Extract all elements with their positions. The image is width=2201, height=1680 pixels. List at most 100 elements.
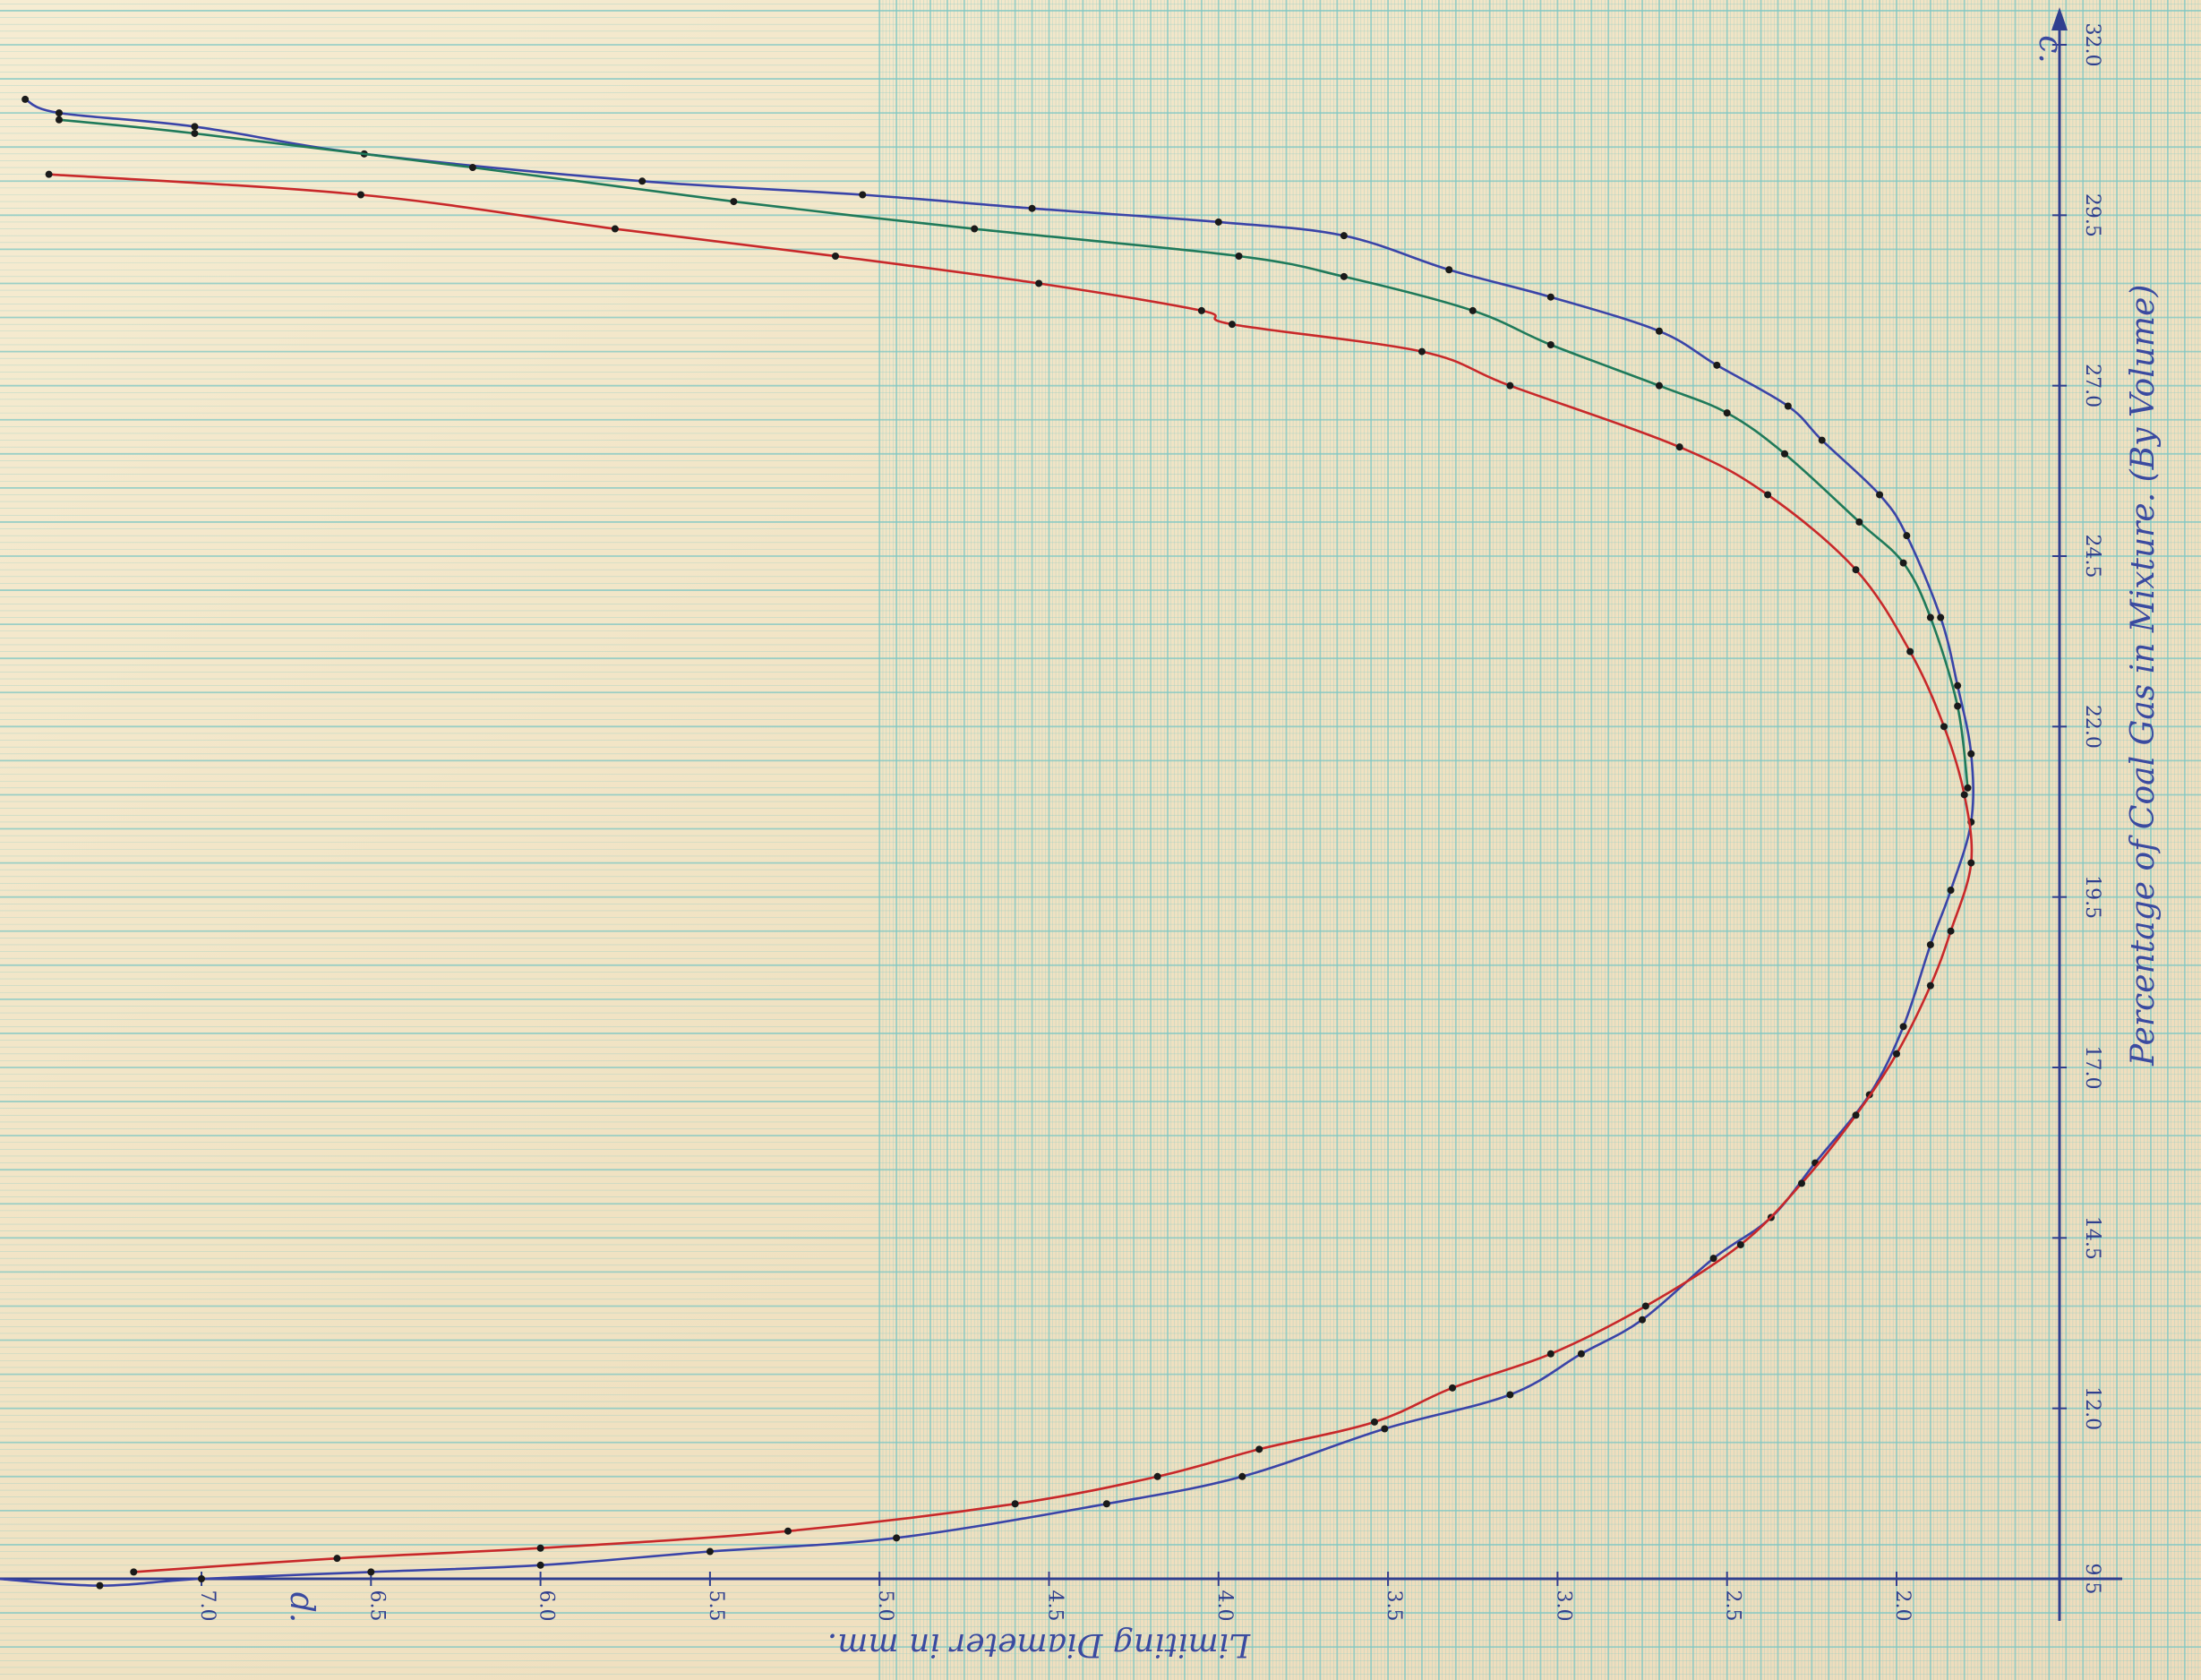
data-point xyxy=(1926,940,1934,948)
data-point xyxy=(1506,381,1514,390)
data-point xyxy=(130,1568,138,1576)
x-tick-label: 6.5 xyxy=(365,1590,388,1622)
y-axis-title: Percentage of Coal Gas in Mixture. (By V… xyxy=(2125,285,2162,1067)
data-point xyxy=(893,1534,901,1542)
x-tick-label: 7.0 xyxy=(196,1590,218,1622)
data-point xyxy=(1964,784,1972,792)
x-axis-symbol: d. xyxy=(283,1592,320,1624)
data-point xyxy=(706,1547,714,1556)
x-tick-label: 6.0 xyxy=(535,1590,558,1622)
data-point xyxy=(1954,681,1962,690)
y-axis-symbol: c. xyxy=(2032,35,2068,64)
data-point xyxy=(468,164,476,172)
data-point xyxy=(1713,361,1721,369)
data-point xyxy=(1906,647,1914,656)
data-point xyxy=(1449,1384,1457,1392)
y-tick-label: 17.0 xyxy=(2081,1046,2103,1090)
data-point xyxy=(638,177,647,185)
data-point xyxy=(1577,1350,1585,1358)
data-point xyxy=(333,1555,341,1563)
data-point xyxy=(536,1544,544,1552)
data-point xyxy=(611,225,619,233)
series-line-2 xyxy=(57,118,1969,790)
data-point xyxy=(1784,402,1792,410)
data-point xyxy=(1381,1425,1389,1433)
data-point xyxy=(859,191,867,199)
data-point xyxy=(191,123,199,131)
data-point xyxy=(1960,791,1968,799)
y-tick-label: 9.5 xyxy=(2081,1564,2103,1595)
data-point xyxy=(55,109,63,117)
data-point xyxy=(1546,293,1554,301)
data-point xyxy=(831,253,839,261)
data-point xyxy=(1781,450,1789,458)
data-point xyxy=(1655,381,1663,390)
x-tick-label: 5.0 xyxy=(874,1590,896,1622)
data-point xyxy=(1903,532,1911,540)
data-point xyxy=(1818,436,1826,444)
y-tick-label: 24.5 xyxy=(2081,535,2103,579)
data-point xyxy=(1899,1023,1907,1031)
data-point xyxy=(1102,1500,1110,1508)
data-point xyxy=(1937,613,1945,621)
x-tick-label: 4.5 xyxy=(1044,1590,1066,1622)
data-point xyxy=(1235,253,1243,261)
y-axis-arrow xyxy=(2051,7,2068,30)
data-point xyxy=(1238,1472,1246,1480)
data-point xyxy=(1506,1391,1514,1399)
data-point xyxy=(1797,1179,1805,1187)
y-tick-label: 14.5 xyxy=(2081,1216,2103,1260)
data-point xyxy=(1852,566,1860,574)
y-tick-label: 27.0 xyxy=(2081,364,2103,407)
data-point xyxy=(1655,327,1663,335)
y-tick-label: 32.0 xyxy=(2081,23,2103,67)
y-tick-label: 29.5 xyxy=(2081,193,2103,237)
data-point xyxy=(21,95,30,103)
data-point xyxy=(1764,491,1772,499)
data-point xyxy=(1709,1255,1717,1263)
data-point xyxy=(730,198,738,206)
series-group xyxy=(0,95,1975,1590)
data-point xyxy=(96,1581,104,1590)
data-point xyxy=(1899,559,1907,567)
data-point xyxy=(1641,1302,1649,1310)
data-point xyxy=(1011,1500,1019,1508)
data-point xyxy=(1675,443,1683,451)
data-point xyxy=(1947,927,1955,935)
y-tick-label: 12.0 xyxy=(2081,1386,2103,1430)
data-point xyxy=(1855,518,1863,526)
data-point xyxy=(1723,409,1731,417)
data-point xyxy=(1340,272,1348,280)
data-point xyxy=(1940,723,1948,731)
data-point xyxy=(1370,1418,1378,1426)
series-line-3 xyxy=(47,173,1974,1573)
data-point xyxy=(1340,232,1348,240)
data-point xyxy=(55,116,63,124)
x-tick-label: 5.5 xyxy=(705,1590,727,1622)
y-tick-label: 19.5 xyxy=(2081,875,2103,919)
data-point xyxy=(1197,306,1205,314)
data-point xyxy=(971,225,979,233)
data-point xyxy=(536,1561,544,1569)
data-point xyxy=(1214,218,1222,226)
data-point xyxy=(1947,887,1955,895)
data-point xyxy=(1893,1050,1900,1058)
data-point xyxy=(1417,347,1426,356)
data-point xyxy=(198,1575,205,1582)
data-point xyxy=(1967,859,1975,867)
data-point xyxy=(1546,340,1554,348)
data-point xyxy=(1852,1111,1860,1119)
data-point xyxy=(1255,1445,1263,1453)
data-point xyxy=(1028,204,1036,212)
x-tick-label: 2.0 xyxy=(1891,1590,1914,1622)
x-axis-title: Limiting Diameter in mm. xyxy=(827,1626,1251,1663)
data-point xyxy=(1035,279,1043,287)
data-point xyxy=(1876,491,1884,499)
x-tick-label: 3.5 xyxy=(1383,1590,1405,1622)
data-point xyxy=(1926,613,1934,621)
data-point xyxy=(1469,306,1477,314)
data-point xyxy=(1954,702,1962,710)
x-tick-label: 2.5 xyxy=(1722,1590,1744,1622)
